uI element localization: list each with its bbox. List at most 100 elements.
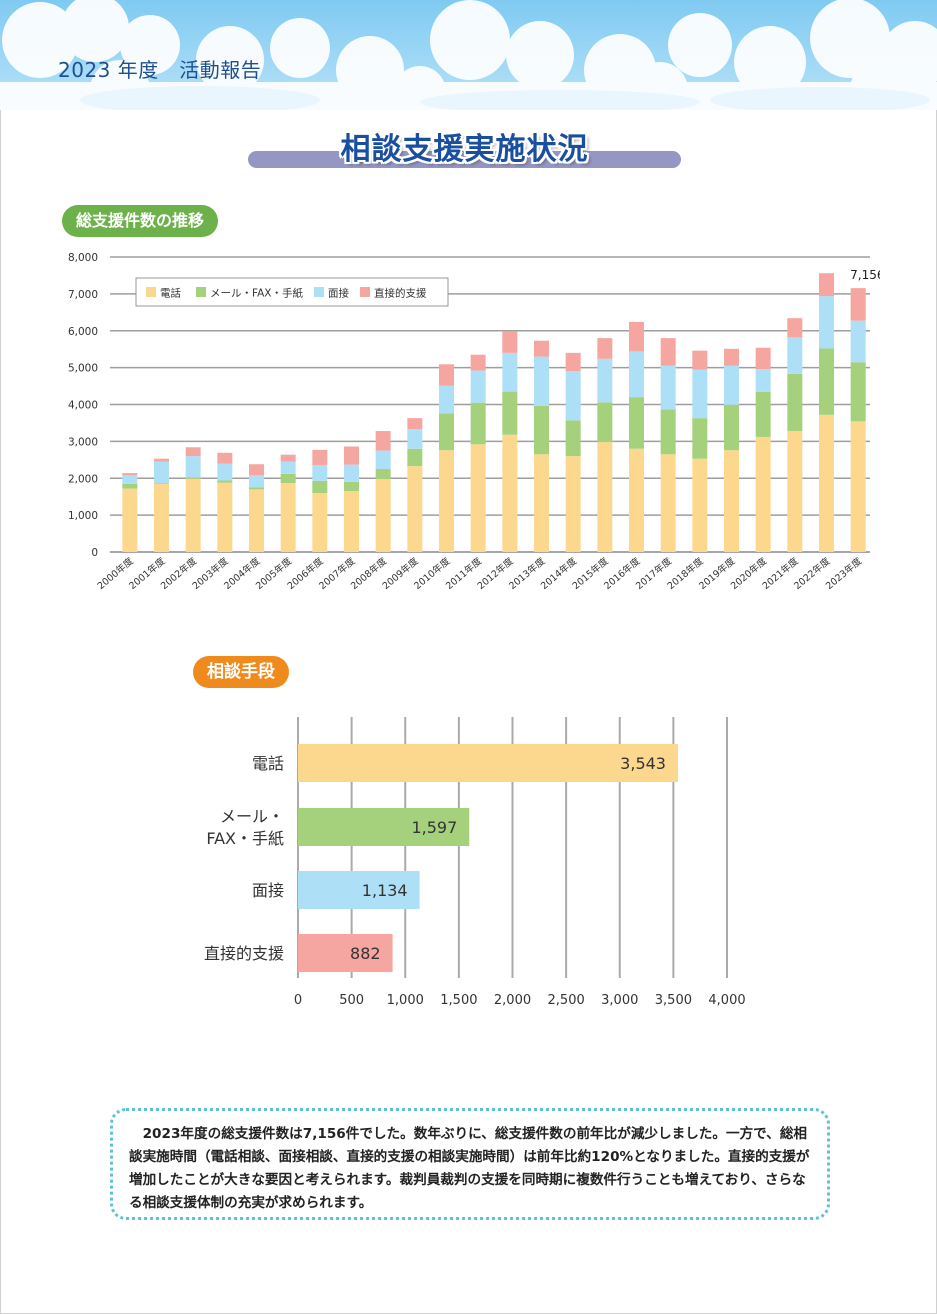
x-tick-label: 0	[294, 993, 302, 1008]
bar-segment	[470, 370, 486, 403]
bar-segment	[185, 447, 201, 457]
method-category-label: 面接	[252, 881, 284, 900]
bar-segment	[692, 369, 708, 419]
bar-segment	[185, 477, 201, 479]
bar-segment	[407, 448, 423, 467]
bar-segment	[122, 483, 138, 489]
bar-segment	[502, 434, 518, 552]
method-bar	[298, 744, 678, 782]
y-tick-label: 6,000	[68, 326, 98, 338]
bar-segment	[344, 491, 359, 552]
bar-segment	[185, 478, 201, 552]
bar-segment	[819, 348, 834, 415]
legend-swatch	[314, 287, 324, 297]
bar-segment	[724, 365, 739, 405]
method-category-label: メール・	[220, 807, 284, 826]
y-tick-label: 8,000	[68, 252, 98, 264]
bar-segment	[787, 373, 803, 432]
legend-box	[135, 277, 449, 307]
total-annotation: 7,156件	[850, 268, 880, 282]
bar-segment	[407, 429, 423, 449]
bar-segment	[534, 405, 549, 455]
bar-segment	[819, 414, 834, 552]
bar-segment	[249, 475, 264, 488]
bar-segment	[280, 454, 296, 462]
bar-segment	[249, 487, 264, 490]
bar-segment	[375, 450, 391, 470]
legend-label: メール・FAX・手紙	[210, 287, 303, 300]
bar-segment	[787, 318, 803, 338]
bar-segment	[850, 362, 866, 422]
bar-segment	[534, 340, 549, 357]
bar-segment	[819, 273, 834, 297]
main-title: 相談支援実施状況	[340, 132, 589, 167]
bar-segment	[439, 385, 454, 414]
bar-segment	[534, 356, 549, 406]
horizontal-bar-chart-methods: 0 500 1,000 1,500 2,000 2,500 3,000 3,500 4,000 3…	[204, 717, 746, 1008]
bar-segment	[597, 338, 613, 359]
bar-segment	[819, 296, 834, 349]
bar-segment	[249, 489, 264, 552]
bar-segment	[154, 483, 169, 484]
bar-segment	[470, 402, 486, 445]
summary-note-text: 2023年度の総支援件数は7,156件でした。数年ぶりに、総支援件数の前年比が減…	[129, 1126, 810, 1211]
bar-segment	[154, 458, 169, 462]
x-tick-label: 500	[339, 993, 364, 1008]
method-category-label: 電話	[252, 754, 284, 773]
method-value-label: 3,543	[620, 754, 666, 773]
bar-segment	[724, 348, 739, 366]
method-bar	[298, 808, 470, 846]
bar-segment	[850, 421, 866, 552]
bar-segment	[312, 480, 328, 493]
bar-segment	[565, 456, 581, 552]
bar-segment	[375, 469, 391, 479]
bar-segment	[344, 446, 359, 465]
section-label-total-trend: 総支援件数の推移	[62, 205, 219, 237]
bar-segment	[534, 454, 549, 552]
bar-segment	[660, 454, 676, 552]
bar-segment	[692, 418, 708, 459]
bar-segment	[597, 358, 613, 403]
method-value-label: 1,134	[362, 881, 408, 900]
bar-segment	[280, 473, 296, 484]
bar-segment	[407, 418, 423, 430]
bar-segment	[312, 464, 328, 481]
legend-label: 電話	[160, 287, 181, 300]
bar-segment	[629, 321, 644, 352]
bar-segment	[565, 371, 581, 421]
bar-segment	[629, 397, 644, 449]
bar-segment	[724, 450, 739, 552]
method-category-label: FAX・手紙	[206, 829, 284, 848]
legend-label: 面接	[328, 287, 349, 300]
bar-segment	[502, 352, 518, 392]
bar-segment	[660, 338, 676, 366]
bar-segment	[154, 483, 169, 552]
bar-segment	[755, 369, 771, 392]
legend-swatch	[360, 287, 370, 297]
bar-segment	[217, 463, 233, 481]
summary-note-box: 2023年度の総支援件数は7,156件でした。数年ぶりに、総支援件数の前年比が減…	[110, 1108, 830, 1220]
bar-segment	[217, 480, 233, 483]
bar-segment	[755, 391, 771, 437]
bar-segment	[375, 478, 391, 552]
bar-segment	[787, 431, 803, 552]
bar-segment	[660, 365, 676, 410]
y-tick-label: 1,000	[68, 510, 98, 522]
bar-segment	[629, 351, 644, 398]
method-value-label: 882	[350, 944, 381, 963]
bar-segment	[122, 473, 138, 476]
bar-segment	[154, 461, 169, 484]
bar-segment	[439, 413, 454, 451]
x-tick-label: 1,000	[387, 993, 424, 1008]
x-tick-label: 2023年度	[823, 555, 864, 592]
bar-segment	[660, 409, 676, 455]
bar-segment	[249, 464, 264, 476]
y-tick-label: 7,000	[68, 289, 98, 301]
x-tick-label: 2,500	[548, 993, 585, 1008]
legend-swatch	[196, 287, 206, 297]
x-tick-label: 3,000	[601, 993, 638, 1008]
bar-segment	[850, 288, 866, 321]
bar-segment	[850, 320, 866, 363]
bar-segment	[565, 352, 581, 372]
method-category-label: 直接的支援	[204, 944, 284, 963]
